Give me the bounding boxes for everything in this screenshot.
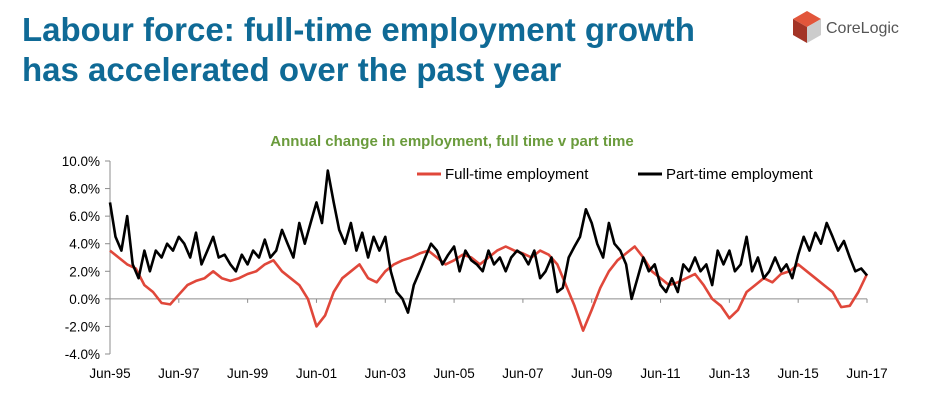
y-tick-label: 2.0% [69,264,100,279]
y-tick-label: 6.0% [69,209,100,224]
x-tick-label: Jun-11 [640,366,680,381]
logo-cube-right [807,19,821,43]
x-tick-label: Jun-09 [571,366,612,381]
chart-legend: Full-time employment Part-time employment [417,166,814,183]
employment-line-chart: Annual change in employment, full time v… [62,133,888,381]
slide-title: Labour force: full-time employment growt… [22,10,695,90]
x-tick-label: Jun-13 [709,366,750,381]
chart-title: Annual change in employment, full time v… [270,133,633,150]
y-tick-label: -2.0% [65,319,100,334]
x-tick-label: Jun-99 [227,366,268,381]
slide-title-line1: Labour force: full-time employment growt… [22,11,695,48]
part-time-series-line [108,169,868,314]
slide-title-line2: has accelerated over the past year [22,51,562,88]
corelogic-logo: CoreLogic [790,6,920,50]
y-tick-label: 0.0% [69,292,100,307]
x-tick-label: Jun-95 [89,366,130,381]
x-tick-label: Jun-17 [846,366,887,381]
x-tick-label: Jun-97 [158,366,199,381]
y-tick-label: 10.0% [62,154,100,169]
y-tick-label: 8.0% [69,182,100,197]
x-tick-label: Jun-05 [433,366,474,381]
logo-text: CoreLogic [826,20,899,37]
legend-label-full-time: Full-time employment [445,166,589,183]
y-tick-label: 4.0% [69,237,100,252]
logo-cube-left [793,19,807,43]
corelogic-cube-logo [793,11,821,43]
x-tick-label: Jun-01 [296,366,337,381]
plot-area: 10.0% 8.0% 6.0% 4.0% 2.0% 0.0% -2.0% -4.0% Jun-9… [62,154,888,381]
full-time-series-line [109,245,869,332]
x-tick-label: Jun-03 [365,366,406,381]
legend-label-part-time: Part-time employment [666,166,814,183]
x-tick-label: Jun-07 [502,366,543,381]
y-tick-label: -4.0% [65,347,100,362]
x-tick-label: Jun-15 [778,366,819,381]
